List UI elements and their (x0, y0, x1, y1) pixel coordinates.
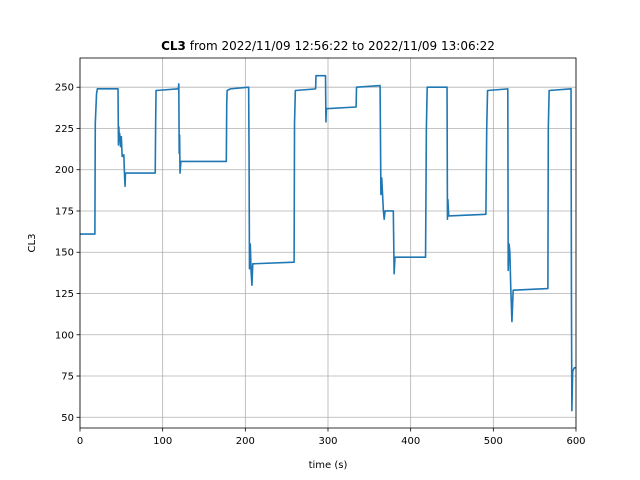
x-tick-label: 200 (236, 436, 255, 447)
y-tick-label: 250 (55, 83, 74, 94)
y-tick-label: 225 (55, 124, 74, 135)
x-tick-label: 100 (153, 436, 172, 447)
chart-title: CL3 from 2022/11/09 12:56:22 to 2022/11/… (161, 39, 495, 53)
y-tick-label: 50 (61, 413, 74, 424)
ticks: 0 100 200 300 400 500 600 50 75 100 125 150 175 200 22… (55, 83, 586, 447)
x-tick-label: 300 (318, 436, 337, 447)
title-bold: CL3 (161, 39, 186, 53)
x-tick-label: 0 (77, 436, 83, 447)
x-tick-label: 600 (566, 436, 585, 447)
y-tick-label: 150 (55, 248, 74, 259)
y-tick-label: 125 (55, 289, 74, 300)
y-tick-label: 200 (55, 165, 74, 176)
y-tick-label: 175 (55, 206, 74, 217)
plot-area (80, 74, 576, 412)
x-axis-label: time (s) (309, 460, 348, 471)
x-tick-label: 400 (401, 436, 420, 447)
title-text: from 2022/11/09 12:56:22 to 2022/11/09 1… (190, 39, 495, 53)
y-tick-label: 75 (61, 372, 74, 383)
grid (79, 58, 577, 428)
x-tick-label: 500 (484, 436, 503, 447)
data-line (80, 74, 576, 412)
y-axis-label: CL3 (27, 234, 38, 253)
y-tick-label: 100 (55, 330, 74, 341)
